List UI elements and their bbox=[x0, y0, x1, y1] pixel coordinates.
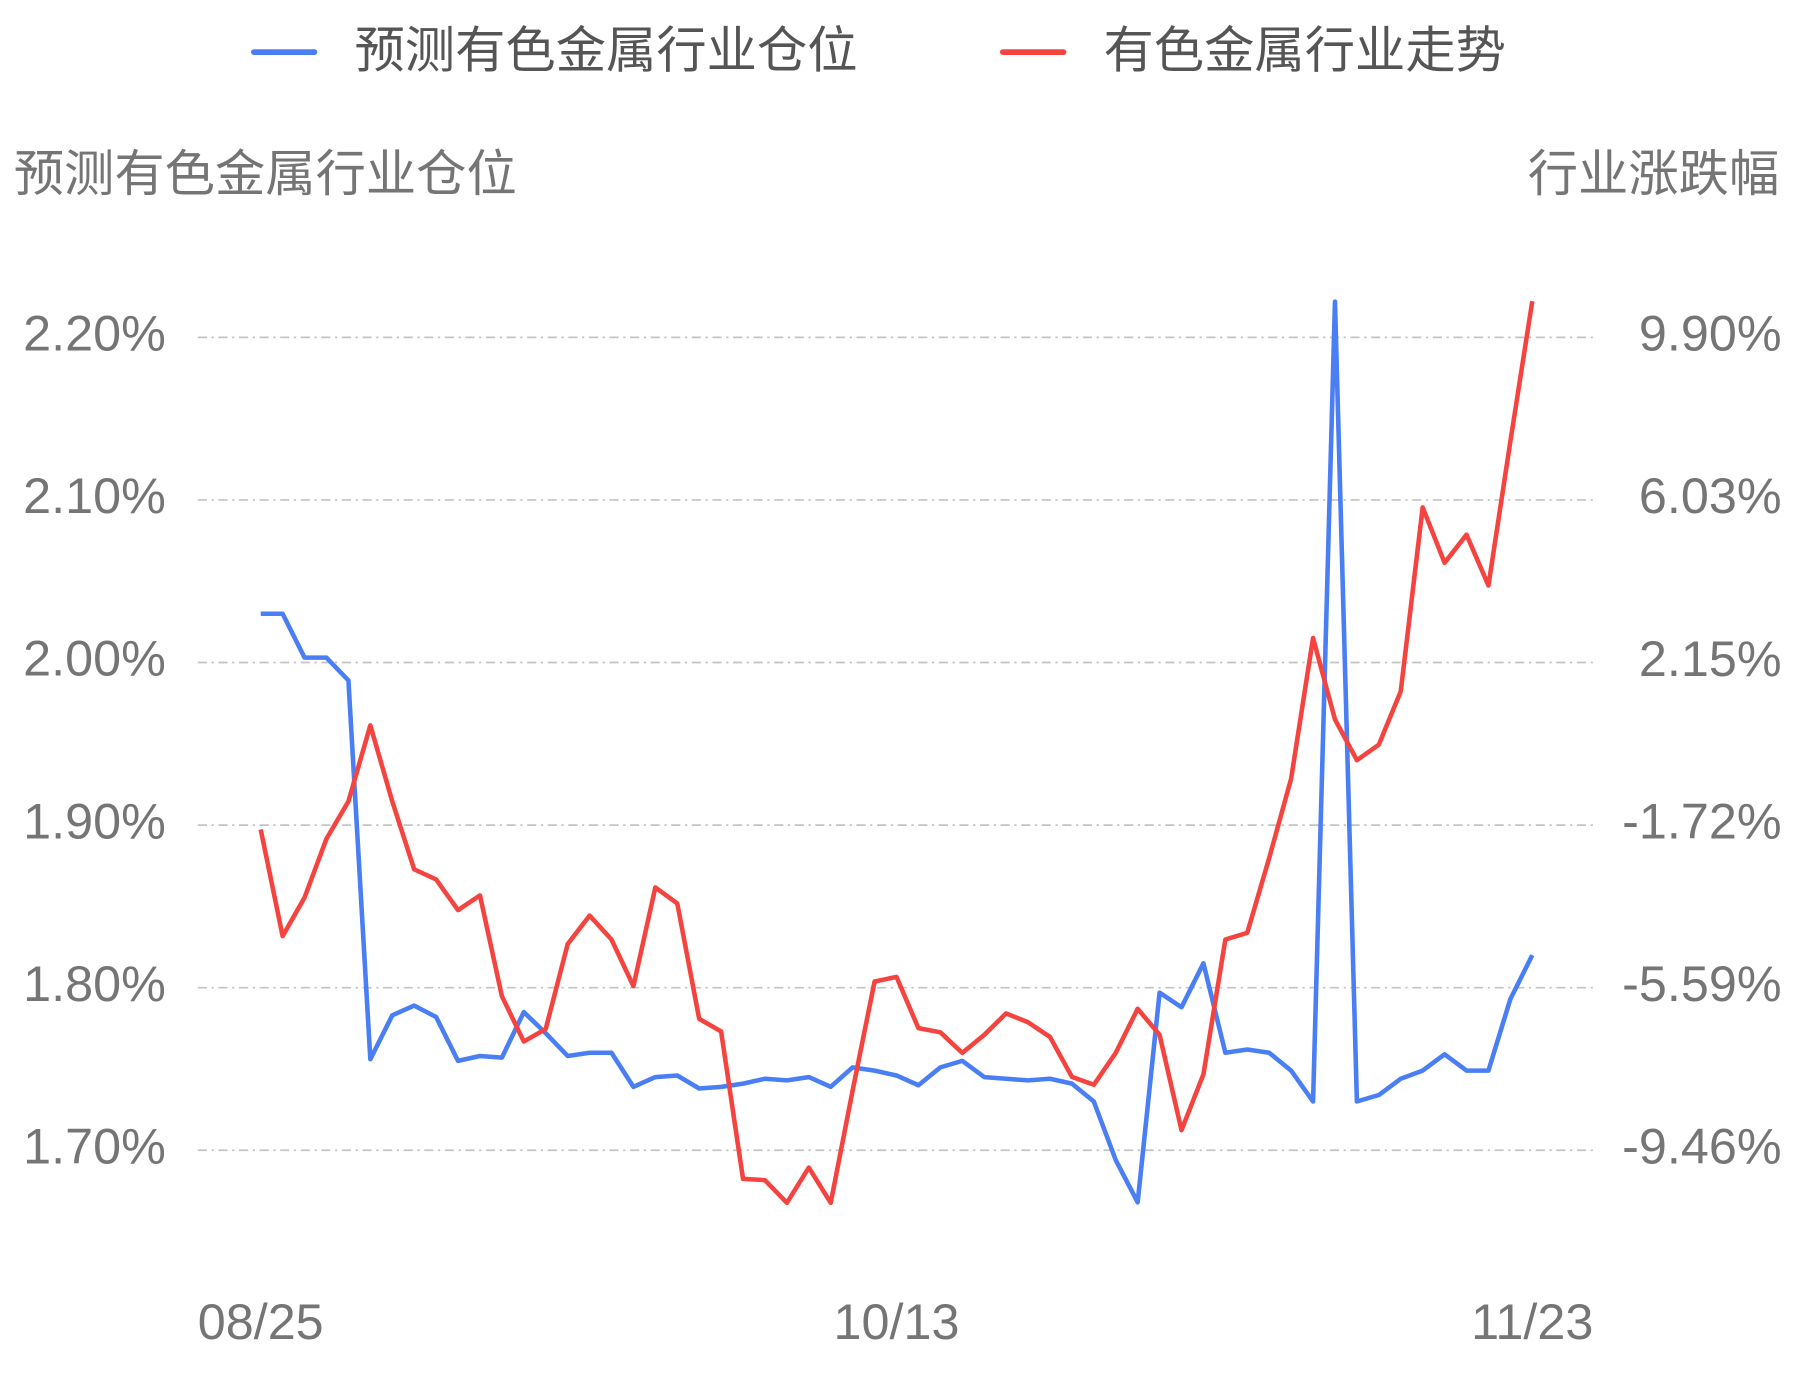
y-tick-label: 1.70% bbox=[23, 1119, 166, 1175]
y2-tick-label: 6.03% bbox=[1639, 468, 1782, 524]
y2-tick-label: -9.46% bbox=[1622, 1119, 1781, 1175]
y-tick-label: 1.80% bbox=[23, 956, 166, 1012]
y-tick-label: 2.20% bbox=[23, 306, 166, 362]
y2-tick-label: -5.59% bbox=[1622, 956, 1781, 1012]
x-tick-label: 08/25 bbox=[198, 1294, 324, 1350]
y-tick-label: 1.90% bbox=[23, 793, 166, 849]
legend-label: 有色金属行业走势 bbox=[1103, 23, 1505, 79]
y-axis-title: 预测有色金属行业仓位 bbox=[14, 146, 517, 202]
y-tick-label: 2.00% bbox=[23, 631, 166, 687]
y2-axis-title: 行业涨跌幅 bbox=[1528, 146, 1780, 202]
series-line bbox=[258, 300, 1535, 1206]
x-tick-label: 11/23 bbox=[1471, 1294, 1593, 1350]
x-tick-label: 10/13 bbox=[834, 1294, 960, 1350]
y2-tick-label: -1.72% bbox=[1622, 794, 1781, 850]
legend-label: 预测有色金属行业仓位 bbox=[354, 23, 857, 79]
y2-tick-label: 9.90% bbox=[1639, 306, 1782, 362]
y-tick-label: 2.10% bbox=[23, 468, 166, 524]
y2-tick-label: 2.15% bbox=[1639, 631, 1782, 687]
series-line bbox=[260, 299, 1535, 1205]
